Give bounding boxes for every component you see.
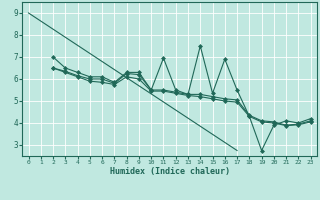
X-axis label: Humidex (Indice chaleur): Humidex (Indice chaleur) [110,167,230,176]
